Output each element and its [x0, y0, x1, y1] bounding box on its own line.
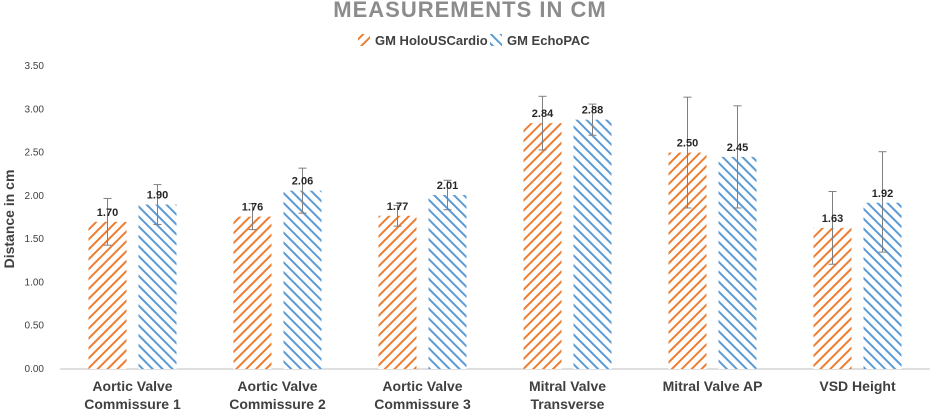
- y-tick-label: 3.00: [25, 104, 45, 115]
- x-tick-label: Mitral Valve: [529, 378, 606, 394]
- y-tick-label: 3.50: [25, 61, 45, 72]
- y-tick-label: 1.00: [25, 277, 45, 288]
- y-tick-label: 2.00: [25, 191, 45, 202]
- chart-title: MEASUREMENTS IN CM: [333, 0, 606, 22]
- x-tick-label: Transverse: [531, 396, 605, 412]
- bar-echopac: [283, 190, 322, 369]
- data-label: 2.88: [582, 105, 603, 117]
- data-label: 2.84: [532, 108, 554, 120]
- data-label: 2.45: [727, 142, 748, 154]
- x-tick-label: Commissure 2: [229, 396, 326, 412]
- y-axis-ticks: 0.00 0.50 1.00 1.50 2.00 2.50 3.00 3.50: [25, 61, 45, 375]
- data-label: 1.77: [387, 201, 408, 213]
- legend-label-holouscardio: GM HoloUSCardio: [375, 33, 488, 48]
- bar-holouscardio: [233, 216, 272, 369]
- bar-holouscardio: [523, 123, 562, 369]
- x-tick-label: VSD Height: [819, 378, 896, 394]
- x-tick-label: Aortic Valve: [382, 378, 462, 394]
- y-tick-label: 1.50: [25, 234, 45, 245]
- data-label: 1.70: [97, 207, 118, 219]
- y-axis-label: Distance in cm: [1, 170, 17, 269]
- x-tick-label: Commissure 1: [84, 396, 181, 412]
- legend-swatch-echopac: [490, 34, 502, 46]
- bar-holouscardio: [88, 221, 127, 369]
- bar-holouscardio: [378, 215, 417, 369]
- data-label: 2.01: [437, 180, 458, 192]
- data-label: 2.50: [677, 138, 698, 150]
- y-tick-label: 0.00: [25, 364, 45, 375]
- bar-echopac: [573, 119, 612, 369]
- bar-echopac: [138, 204, 177, 369]
- legend-label-echopac: GM EchoPAC: [507, 33, 590, 48]
- data-label: 1.76: [242, 202, 263, 214]
- data-label: 1.63: [822, 213, 843, 225]
- y-tick-label: 2.50: [25, 148, 45, 159]
- y-tick-label: 0.50: [25, 321, 45, 332]
- bars: 1.70 1.90 1.76 2.06 1.77 2.01 2.84 2.88 2.50 2.45…: [88, 95, 902, 369]
- x-axis-categories: Aortic Valve Commissure 1 Aortic Valve Comm…: [84, 378, 896, 412]
- x-tick-label: Aortic Valve: [92, 378, 172, 394]
- data-label: 2.06: [292, 176, 313, 188]
- bar-echopac: [428, 194, 467, 369]
- x-tick-label: Aortic Valve: [237, 378, 317, 394]
- x-tick-label: Mitral Valve AP: [663, 378, 763, 394]
- data-label: 1.90: [147, 190, 168, 202]
- legend: GM HoloUSCardio GM EchoPAC: [358, 33, 590, 48]
- x-tick-label: Commissure 3: [374, 396, 471, 412]
- legend-swatch-holouscardio: [358, 34, 370, 46]
- data-label: 1.92: [872, 188, 893, 200]
